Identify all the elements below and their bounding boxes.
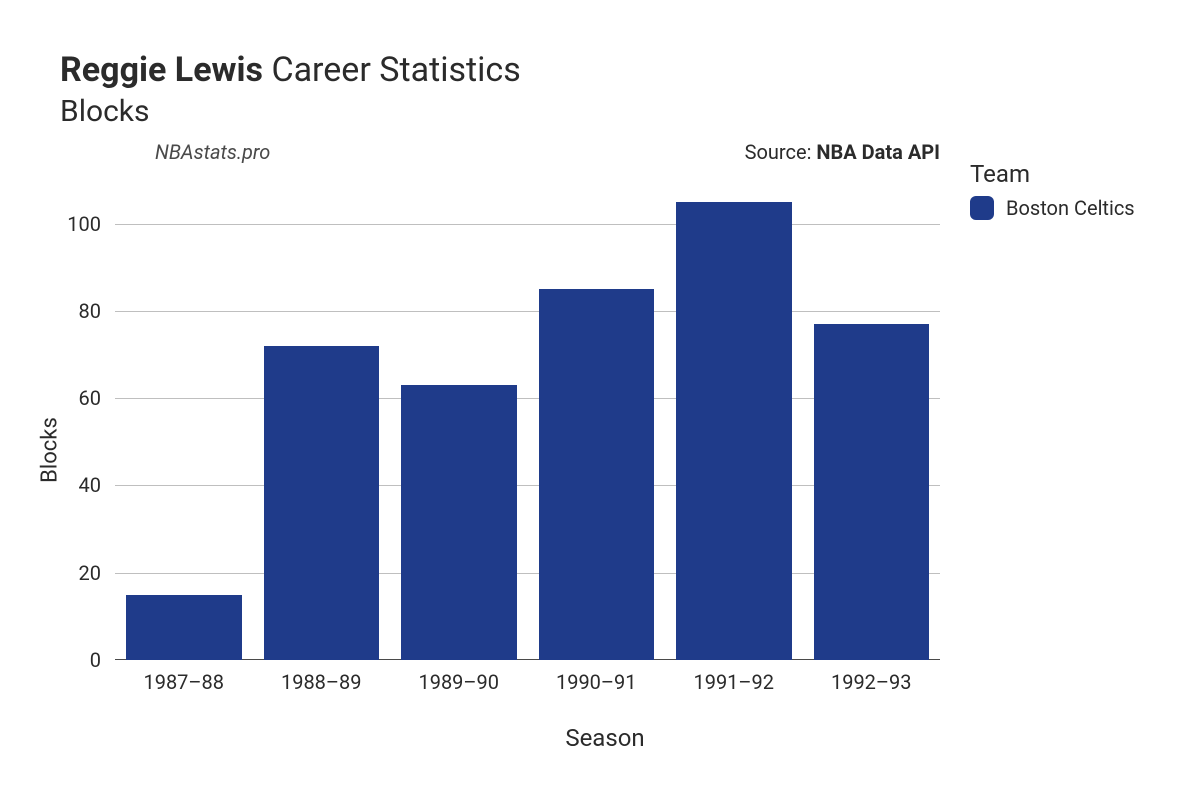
- title-block: Reggie Lewis Career Statistics Blocks: [60, 50, 1160, 129]
- x-tick-label: 1989–90: [418, 670, 499, 694]
- legend-label: Boston Celtics: [1006, 196, 1135, 220]
- bar: [814, 324, 930, 660]
- player-name: Reggie Lewis: [60, 50, 263, 90]
- bar: [126, 595, 242, 660]
- y-tick-label: 80: [79, 299, 101, 323]
- y-tick-label: 40: [79, 473, 101, 497]
- legend-swatch: [970, 196, 994, 220]
- y-tick-label: 60: [79, 386, 101, 410]
- annotation-row: NBAstats.pro Source: NBA Data API: [115, 140, 940, 164]
- chart-container: Reggie Lewis Career Statistics Blocks NB…: [0, 0, 1200, 800]
- x-tick-label: 1987–88: [143, 670, 224, 694]
- y-tick-label: 20: [79, 561, 101, 585]
- legend: Team Boston Celtics: [970, 160, 1170, 220]
- y-tick-label: 100: [67, 212, 101, 236]
- x-tick-label: 1991–92: [693, 670, 774, 694]
- y-axis-label: Blocks: [37, 417, 62, 483]
- gridline: [115, 311, 940, 312]
- y-tick-label: 0: [90, 648, 101, 672]
- legend-item: Boston Celtics: [970, 196, 1170, 220]
- chart-title-line1: Reggie Lewis Career Statistics: [60, 50, 1160, 90]
- title-suffix: Career Statistics: [271, 50, 520, 90]
- bar: [401, 385, 517, 660]
- chart-subtitle: Blocks: [60, 94, 1160, 129]
- x-axis-label: Season: [565, 724, 644, 752]
- bar: [264, 346, 380, 660]
- x-tick-label: 1990–91: [556, 670, 637, 694]
- plot-region: 0204060801001987–881988–891989–901990–91…: [115, 180, 940, 660]
- source-citation: Source: NBA Data API: [745, 140, 940, 164]
- bar: [676, 202, 792, 660]
- x-tick-label: 1992–93: [831, 670, 912, 694]
- source-label: Source:: [745, 140, 817, 164]
- chart-area: NBAstats.pro Source: NBA Data API Blocks…: [65, 170, 1145, 730]
- gridline: [115, 224, 940, 225]
- legend-title: Team: [970, 160, 1170, 188]
- watermark-text: NBAstats.pro: [115, 140, 270, 164]
- source-name: NBA Data API: [816, 140, 940, 164]
- x-tick-label: 1988–89: [281, 670, 362, 694]
- bar: [539, 289, 655, 660]
